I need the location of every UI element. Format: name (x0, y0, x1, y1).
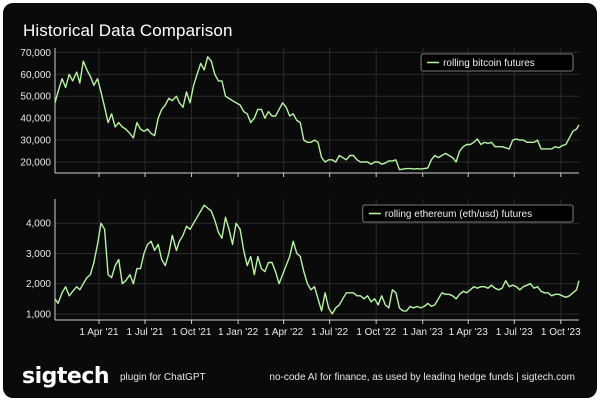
x-tick-label: 1 Oct '22 (356, 327, 396, 338)
y-tick-label: 4,000 (26, 219, 51, 230)
chart-card: Historical Data Comparison 20,000 30,000 4… (3, 3, 597, 398)
y-tick-label: 1,000 (26, 309, 51, 320)
y-tick-label: 40,000 (20, 114, 51, 125)
x-tick-label: 1 Oct '23 (541, 327, 581, 338)
y-tick-label: 60,000 (20, 70, 51, 81)
series-line (54, 56, 580, 171)
chart-canvas: 20,000 30,000 40,000 50,000 60,000 70,000 roll… (20, 48, 581, 338)
y-tick-label: 50,000 (20, 92, 51, 103)
footer-tagline: no-code AI for finance, as used by leadi… (269, 372, 575, 383)
x-tick-label: 1 Jul '23 (496, 327, 533, 338)
legend-label: rolling ethereum (eth/usd) futures (385, 209, 532, 220)
y-tick-label: 30,000 (20, 136, 51, 147)
legend-box (420, 53, 574, 72)
y-tick-label: 20,000 (20, 158, 51, 169)
x-tick-label: 1 Jan '23 (403, 327, 444, 338)
x-tick-label: 1 Jul '22 (311, 327, 348, 338)
x-tick-label: 1 Apr '22 (264, 327, 304, 338)
x-tick-label: 1 Apr '23 (449, 327, 489, 338)
sigtech-logo: sigtech (22, 364, 110, 389)
x-tick-label: 1 Jan '22 (218, 327, 259, 338)
plugin-label: plugin for ChatGPT (120, 372, 206, 383)
legend-box (362, 204, 574, 223)
legend-label: rolling bitcoin futures (443, 58, 535, 69)
x-tick-label: 1 Jul '21 (127, 327, 164, 338)
series-line (54, 204, 580, 315)
y-tick-label: 3,000 (26, 249, 51, 260)
chart-title: Historical Data Comparison (23, 21, 233, 40)
y-tick-label: 70,000 (20, 48, 51, 59)
y-tick-label: 2,000 (26, 279, 51, 290)
x-tick-label: 1 Oct '21 (172, 327, 212, 338)
x-tick-label: 1 Apr '21 (79, 327, 119, 338)
